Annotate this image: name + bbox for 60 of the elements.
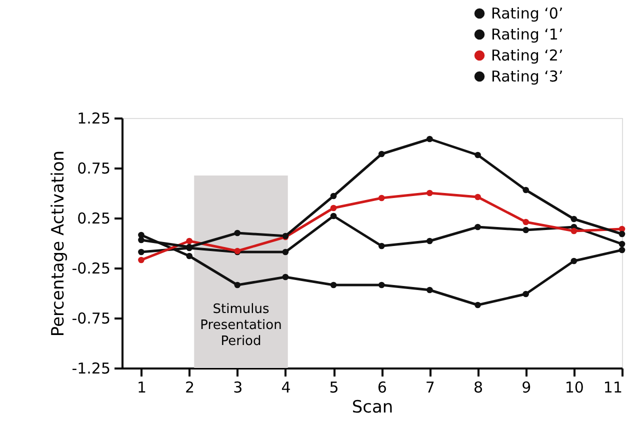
y-tick-label: -0.25 [72, 260, 110, 278]
point [570, 228, 578, 234]
point [138, 232, 144, 238]
point [474, 194, 481, 200]
point [522, 226, 530, 234]
x-tick-label: 8 [473, 378, 484, 396]
x-tick-label: 4 [281, 378, 291, 396]
point [330, 282, 337, 288]
point [474, 152, 481, 158]
x-tick-label: 3 [233, 378, 243, 396]
point [282, 248, 289, 256]
legend-label: Rating ‘2’ [491, 46, 564, 64]
point [330, 204, 337, 212]
point [378, 242, 385, 250]
point [522, 290, 530, 298]
point [426, 286, 433, 294]
point [618, 240, 626, 248]
point [330, 212, 337, 220]
band-label: Stimulus Presentation Period [200, 302, 282, 349]
x-tick-label: 9 [522, 378, 532, 396]
point [378, 282, 385, 288]
point [234, 230, 241, 236]
point [426, 136, 433, 142]
x-tick-label: 11 [603, 378, 622, 396]
point [618, 246, 626, 254]
point [186, 252, 192, 260]
x-tick-label: 2 [185, 378, 195, 396]
point [378, 194, 385, 202]
y-tick-label: -1.25 [72, 360, 110, 378]
point [618, 230, 626, 238]
y-tick-label: -0.75 [72, 310, 110, 328]
y-tick-label: 0.75 [77, 160, 110, 178]
point [426, 190, 433, 196]
point [426, 238, 433, 244]
y-axis-title: Percentage Activation [48, 150, 69, 337]
point [474, 302, 481, 308]
point [474, 224, 481, 230]
legend-label: Rating ‘0’ [491, 4, 564, 22]
x-axis-title: Scan [352, 398, 394, 418]
y-tick-label: 1.25 [77, 110, 110, 128]
x-tick-label: 7 [425, 378, 435, 396]
x-tick-label: 5 [329, 378, 339, 396]
x-tick-label: 1 [136, 378, 147, 396]
point [138, 236, 144, 244]
point [138, 248, 144, 256]
point [570, 216, 578, 222]
x-tick-label: 6 [377, 378, 387, 396]
point [522, 186, 530, 194]
point [378, 150, 385, 158]
point [330, 192, 337, 200]
point [570, 258, 578, 264]
point [138, 256, 144, 264]
legend-label: Rating ‘1’ [491, 26, 564, 44]
x-tick-label: 10 [564, 378, 584, 396]
y-tick-label: 0.25 [77, 210, 110, 228]
point [522, 218, 530, 226]
point [234, 282, 241, 288]
legend-label: Rating ‘3’ [491, 68, 564, 86]
point [186, 238, 192, 244]
point [282, 274, 289, 280]
